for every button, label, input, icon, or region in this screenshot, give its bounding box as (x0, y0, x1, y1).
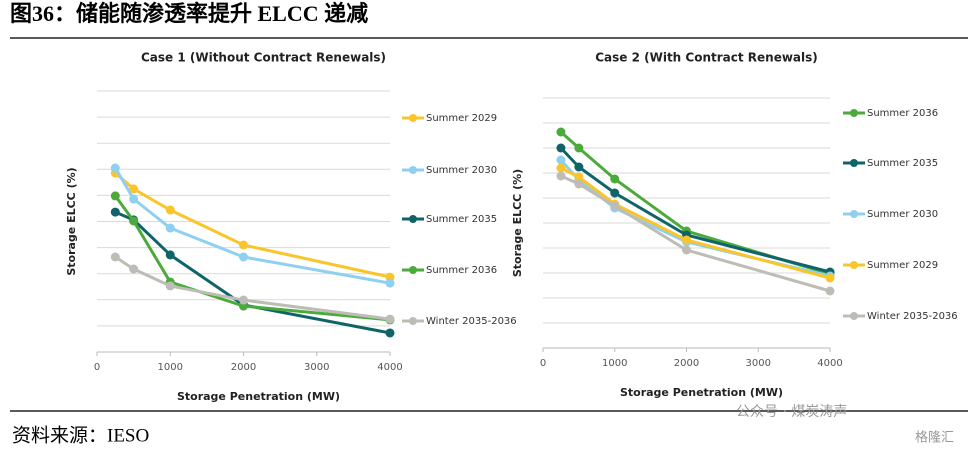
point (610, 201, 620, 211)
point (574, 143, 584, 153)
x-tick-label: 1000 (158, 362, 183, 373)
point (239, 252, 248, 262)
point (129, 194, 139, 204)
legend-marker (409, 215, 417, 223)
legend-marker (850, 109, 858, 117)
legend-marker (850, 261, 858, 269)
legend-label: Summer 2029 (426, 113, 497, 124)
x-tick-label: 1000 (602, 358, 627, 369)
x-tick-label: 0 (94, 362, 100, 373)
legend-label: Summer 2030 (426, 165, 497, 176)
point (825, 273, 835, 283)
point (165, 250, 175, 260)
point (385, 278, 395, 288)
point (165, 205, 175, 215)
point (129, 216, 139, 226)
point (110, 207, 120, 217)
watermark: 公众号 · 煤炭涛声 (736, 404, 847, 420)
legend-marker (850, 312, 858, 320)
point (110, 191, 120, 201)
y-axis-label: Storage ELCC (%) (65, 167, 78, 275)
legend-label: Summer 2036 (867, 108, 938, 119)
point (825, 286, 835, 296)
x-tick-label: 3000 (746, 358, 771, 369)
x-tick-label: 3000 (304, 362, 329, 373)
point (556, 143, 566, 153)
point (574, 179, 584, 189)
point (610, 174, 620, 184)
point (165, 223, 175, 233)
x-tick-label: 4000 (817, 358, 842, 369)
point (574, 172, 584, 182)
x-tick-label: 4000 (377, 362, 402, 373)
chart-title: Case 2 (With Contract Renewals) (595, 51, 818, 65)
point (385, 328, 395, 338)
x-axis-label: Storage Penetration (MW) (620, 386, 783, 399)
point (682, 235, 691, 245)
point (165, 281, 175, 291)
legend-label: Winter 2035-2036 (867, 311, 958, 322)
x-tick-label: 0 (540, 358, 546, 369)
legend-marker (409, 114, 417, 122)
point (556, 155, 566, 165)
legend-label: Summer 2030 (867, 209, 938, 220)
point (129, 264, 139, 274)
x-tick-label: 2000 (231, 362, 256, 373)
chart-title: Case 1 (Without Contract Renewals) (141, 51, 386, 65)
point (385, 314, 395, 324)
point (556, 171, 566, 181)
point (682, 245, 691, 255)
series-line (559, 158, 831, 278)
point (574, 162, 584, 172)
legend-label: Summer 2035 (426, 214, 497, 225)
source: 资料来源：IESO (12, 424, 149, 446)
point (610, 188, 620, 198)
legend-label: Summer 2036 (426, 265, 497, 276)
point (556, 163, 566, 173)
page-title: 图36：储能随渗透率提升 ELCC 递减 (10, 1, 368, 26)
point (556, 127, 566, 137)
x-tick-label: 2000 (674, 358, 699, 369)
legend-label: Summer 2029 (867, 260, 938, 271)
legend-marker (409, 266, 417, 274)
legend-label: Winter 2035-2036 (426, 316, 517, 327)
point (129, 184, 139, 194)
series-line (114, 167, 391, 285)
legend-marker (409, 166, 417, 174)
y-axis-label: Storage ELCC (%) (511, 169, 524, 277)
x-axis-label: Storage Penetration (MW) (177, 390, 340, 403)
legend-marker (850, 159, 858, 167)
logo: 格隆汇 (915, 430, 954, 446)
point (239, 295, 248, 305)
point (239, 240, 248, 250)
legend-marker (850, 210, 858, 218)
point (110, 163, 120, 173)
series-line (114, 255, 391, 321)
legend-label: Summer 2035 (867, 158, 938, 169)
point (110, 252, 120, 262)
legend-marker (409, 317, 417, 325)
